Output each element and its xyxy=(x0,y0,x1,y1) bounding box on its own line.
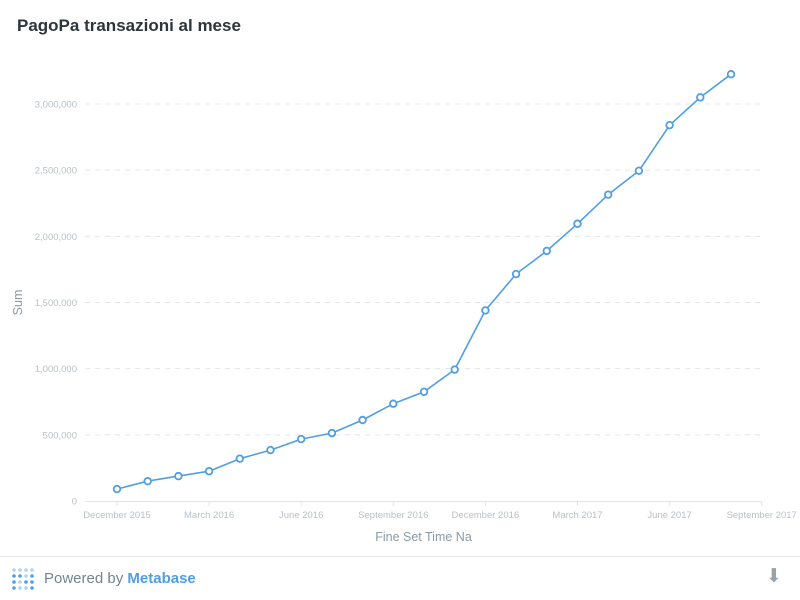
series-line xyxy=(117,74,731,489)
data-point xyxy=(390,400,397,407)
y-tick-label: 3,000,000 xyxy=(35,100,77,111)
data-point xyxy=(359,417,366,424)
data-point xyxy=(298,436,305,443)
data-point xyxy=(175,473,182,480)
y-tick-label: 2,500,000 xyxy=(35,166,77,177)
x-tick-label: June 2017 xyxy=(647,510,691,521)
data-point xyxy=(421,389,428,396)
data-point xyxy=(574,220,581,227)
y-tick-label: 0 xyxy=(72,497,77,508)
data-point xyxy=(144,478,151,485)
metabase-logo-icon xyxy=(11,567,35,593)
data-point xyxy=(114,486,121,493)
y-tick-label: 500,000 xyxy=(43,430,77,441)
footer: Powered by Metabase ⬇ xyxy=(0,556,800,600)
x-tick-label: December 2015 xyxy=(83,510,151,521)
x-tick-label: September 2016 xyxy=(358,510,428,521)
x-tick-label: December 2016 xyxy=(452,510,520,521)
line-chart: 0 500,000 1,000,000 1,500,000 2,000,000 2,500… xyxy=(0,0,800,556)
data-point xyxy=(513,271,520,278)
y-tick-label: 1,000,000 xyxy=(35,364,77,375)
data-point xyxy=(544,248,551,255)
download-icon[interactable]: ⬇ xyxy=(766,565,782,588)
y-axis-label: Sum xyxy=(11,290,25,316)
data-point xyxy=(329,430,336,437)
data-point xyxy=(206,468,213,475)
x-axis-label: Fine Set Time Na xyxy=(375,530,472,544)
x-tick-label: June 2016 xyxy=(279,510,323,521)
data-point xyxy=(267,447,274,454)
powered-by-text[interactable]: Powered by Metabase xyxy=(44,570,196,587)
x-tick-label: March 2016 xyxy=(184,510,234,521)
powered-by-label: Powered by xyxy=(44,570,127,587)
x-tick-label: March 2017 xyxy=(552,510,602,521)
data-point xyxy=(697,94,704,101)
data-point xyxy=(451,366,458,373)
data-point xyxy=(636,168,643,175)
y-tick-label: 1,500,000 xyxy=(35,298,77,309)
x-tick-label: September 2017 xyxy=(727,510,797,521)
data-point xyxy=(237,455,244,462)
data-point xyxy=(605,191,612,198)
data-point xyxy=(482,307,489,314)
data-point xyxy=(728,71,735,78)
data-point xyxy=(666,122,673,129)
metabase-brand-link[interactable]: Metabase xyxy=(127,570,195,587)
y-tick-label: 2,000,000 xyxy=(35,232,77,243)
